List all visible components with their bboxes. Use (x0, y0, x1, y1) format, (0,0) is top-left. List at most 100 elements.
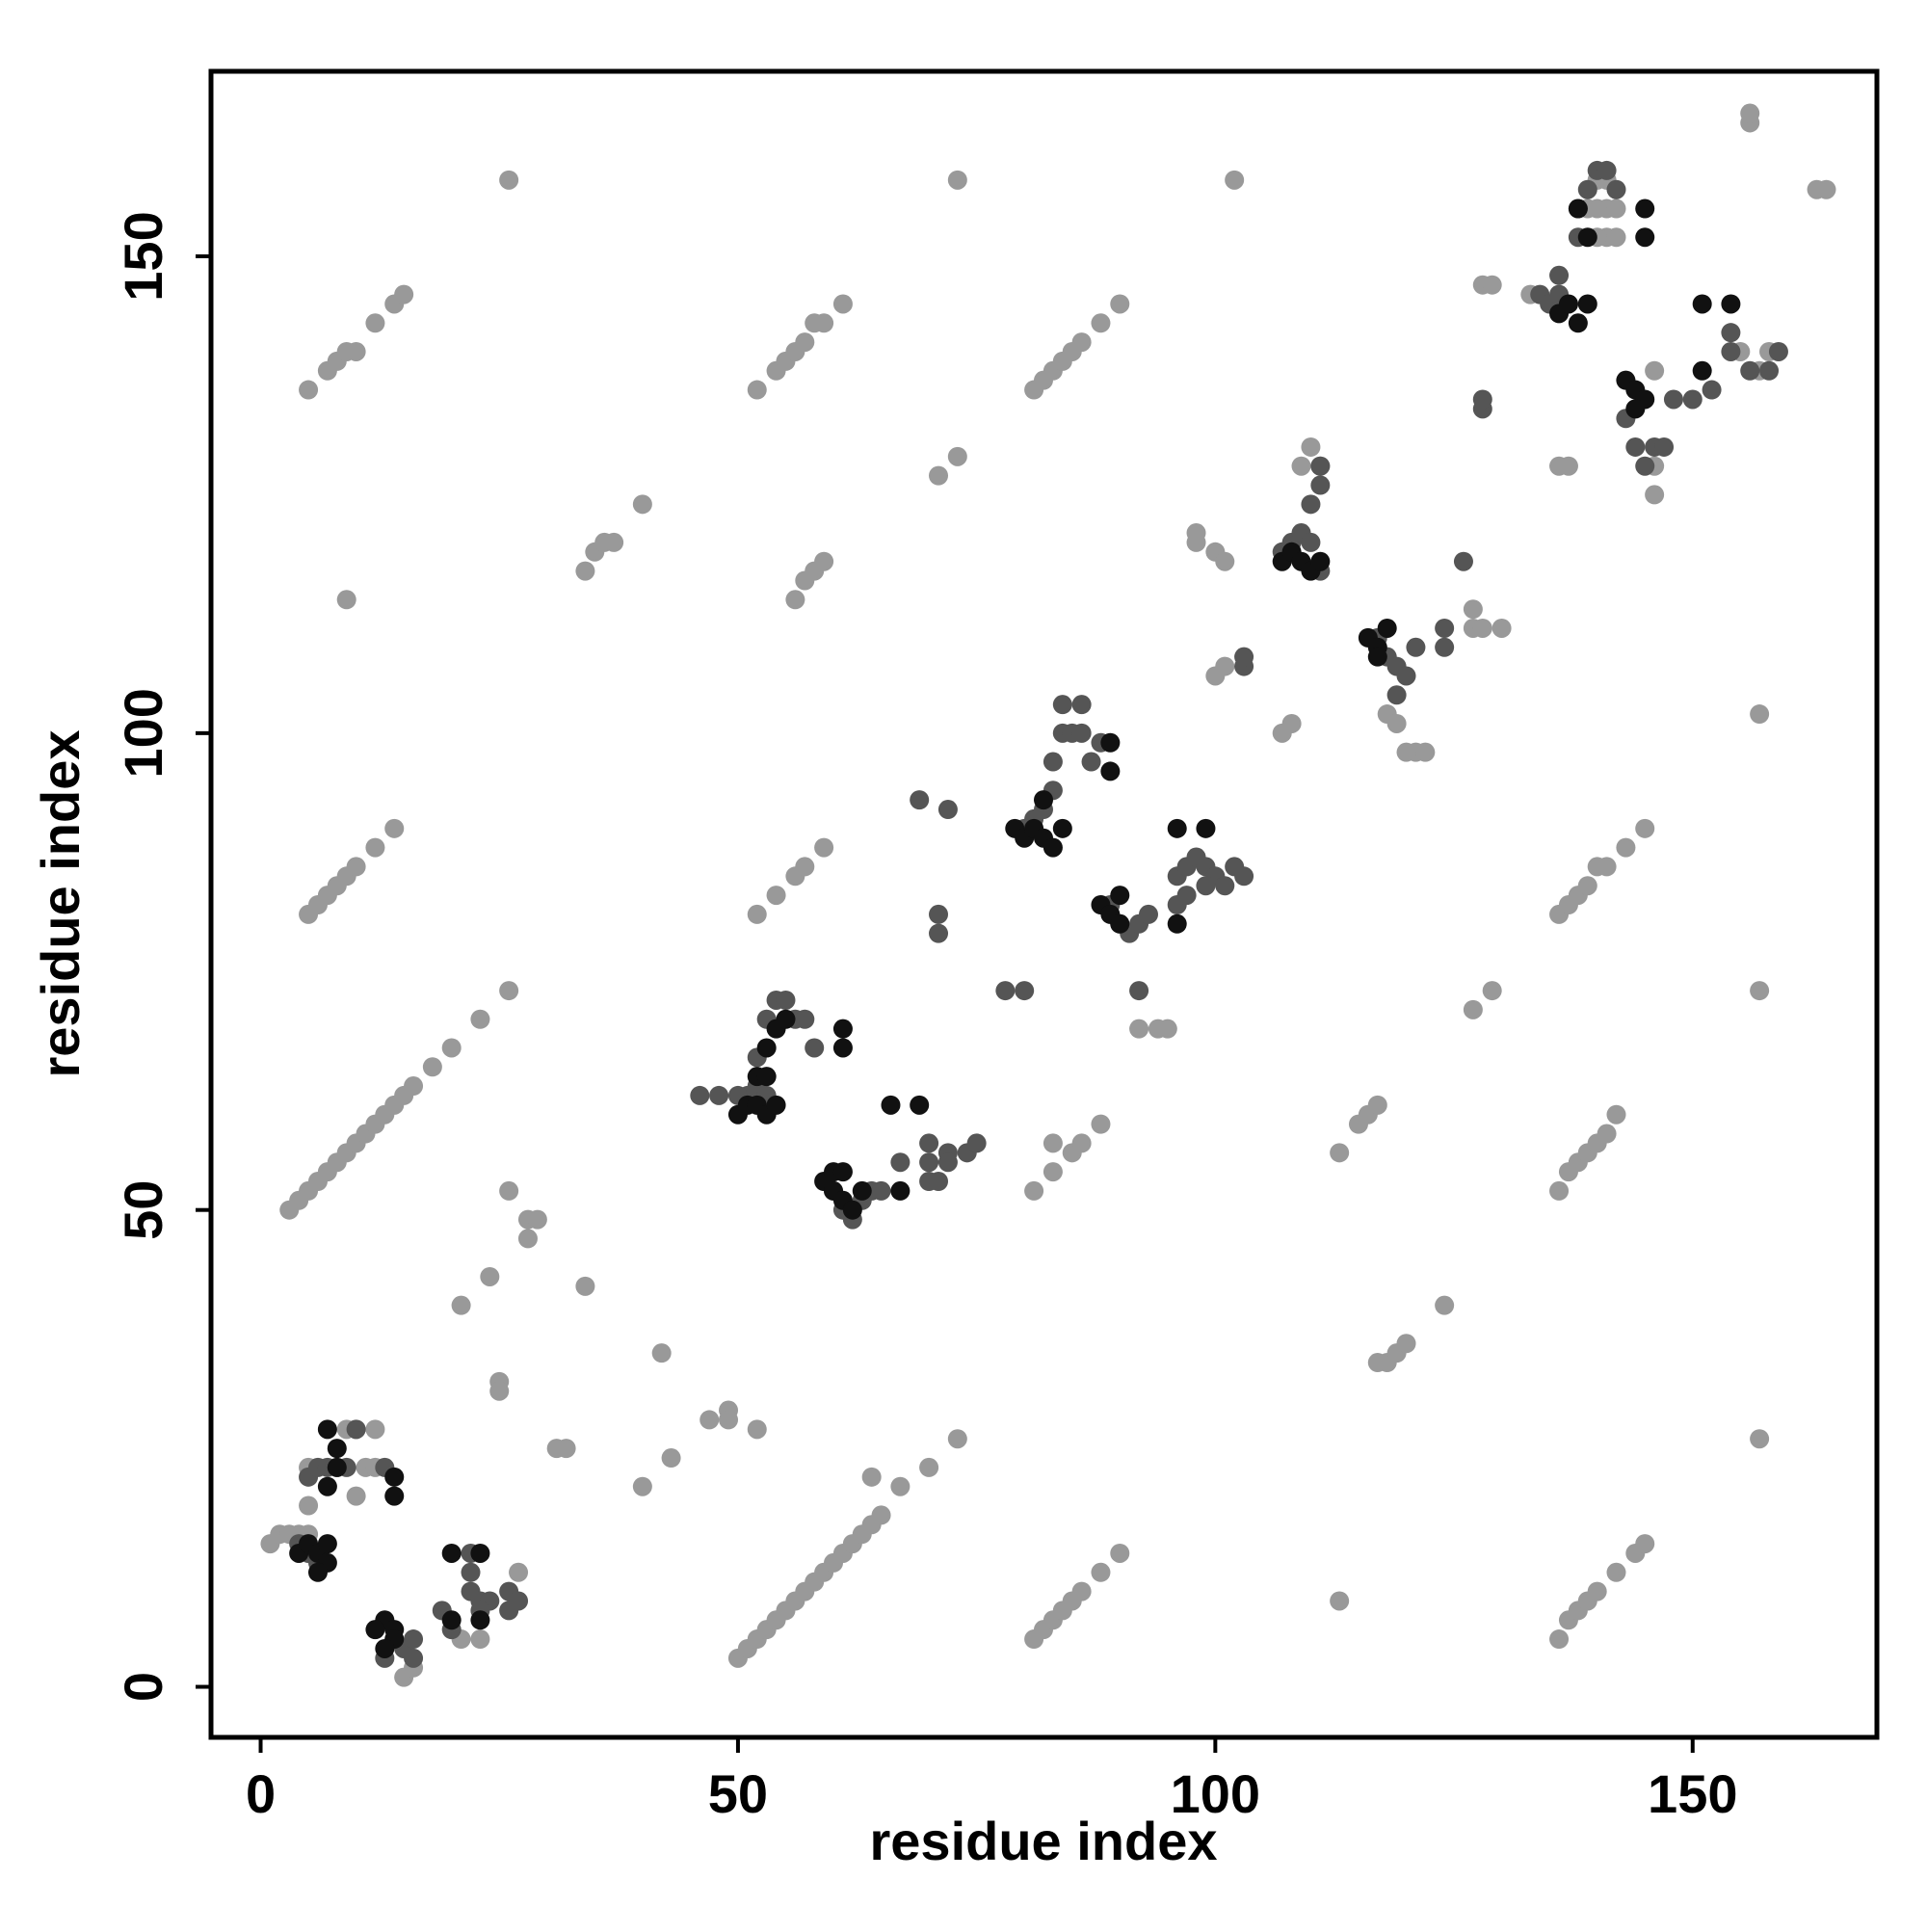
point (346, 1486, 366, 1506)
point (832, 1019, 853, 1039)
point (1577, 876, 1597, 896)
point (1472, 618, 1492, 638)
point (1577, 227, 1597, 248)
point (1215, 551, 1235, 571)
point (661, 1448, 681, 1469)
point (1625, 437, 1646, 457)
point (1110, 294, 1130, 314)
point (1597, 160, 1617, 180)
point (1071, 1133, 1092, 1153)
point (1043, 837, 1063, 858)
point (470, 1610, 490, 1630)
point (1472, 389, 1492, 410)
point (384, 1486, 405, 1506)
point (441, 1610, 462, 1630)
x-tick-label: 100 (1171, 1763, 1260, 1824)
point (1453, 551, 1473, 571)
point (317, 1476, 337, 1496)
point (1597, 1124, 1617, 1144)
point (766, 1095, 786, 1115)
point (1750, 704, 1770, 725)
point (1635, 198, 1655, 219)
point (346, 857, 366, 877)
point (509, 1562, 529, 1582)
point (1330, 1143, 1350, 1163)
point (1091, 1562, 1111, 1582)
point (1606, 198, 1626, 219)
point (929, 1172, 949, 1192)
point (1482, 981, 1502, 1001)
point (1759, 360, 1780, 381)
point (1071, 332, 1092, 353)
point (604, 532, 624, 552)
point (327, 1457, 347, 1477)
point (632, 1476, 652, 1496)
point (1386, 713, 1407, 733)
point (795, 1009, 815, 1029)
point (700, 1410, 720, 1430)
point (719, 1410, 739, 1430)
point (470, 1629, 490, 1650)
point (1568, 313, 1588, 333)
y-tick-label: 150 (113, 211, 173, 301)
point (1043, 1162, 1063, 1182)
point (1052, 695, 1072, 715)
point (1587, 1581, 1607, 1601)
point (1396, 1334, 1416, 1354)
point (1234, 866, 1254, 887)
point (1110, 913, 1130, 934)
point (776, 990, 796, 1010)
point (1129, 981, 1149, 1001)
point (365, 1419, 385, 1440)
point (1100, 761, 1121, 781)
point (919, 1457, 939, 1477)
point (1291, 456, 1311, 476)
point (470, 1543, 490, 1563)
point (1663, 389, 1683, 410)
point (556, 1439, 576, 1459)
point (1071, 723, 1092, 743)
point (1234, 647, 1254, 667)
point (947, 170, 967, 190)
point (1750, 981, 1770, 1001)
point (1616, 837, 1636, 858)
point (1034, 790, 1054, 810)
point (747, 380, 767, 400)
point (346, 1419, 366, 1440)
point (1482, 275, 1502, 295)
point (747, 904, 767, 924)
point (1645, 360, 1665, 381)
point (307, 1562, 328, 1582)
point (1816, 179, 1836, 199)
point (890, 1152, 911, 1173)
point (871, 1180, 891, 1201)
point (1167, 818, 1187, 838)
point (404, 1629, 424, 1650)
point (1606, 1104, 1626, 1125)
point (947, 446, 967, 466)
point (499, 981, 519, 1001)
point (1597, 857, 1617, 877)
point (317, 1419, 337, 1440)
point (1491, 618, 1512, 638)
point (805, 1038, 825, 1058)
point (929, 923, 949, 943)
point (1015, 981, 1035, 1001)
point (1635, 818, 1655, 838)
point (966, 1133, 987, 1153)
point (1549, 1629, 1570, 1650)
point (632, 494, 652, 515)
point (1024, 1180, 1044, 1201)
point (1463, 599, 1483, 620)
point (910, 790, 930, 810)
point (517, 1229, 538, 1249)
point (795, 332, 815, 353)
point (336, 590, 356, 610)
x-tick-label: 0 (246, 1763, 276, 1824)
point (1654, 437, 1675, 457)
point (1768, 341, 1788, 361)
point (842, 1200, 862, 1220)
point (1081, 752, 1101, 772)
point (441, 1543, 462, 1563)
point (1281, 713, 1302, 733)
